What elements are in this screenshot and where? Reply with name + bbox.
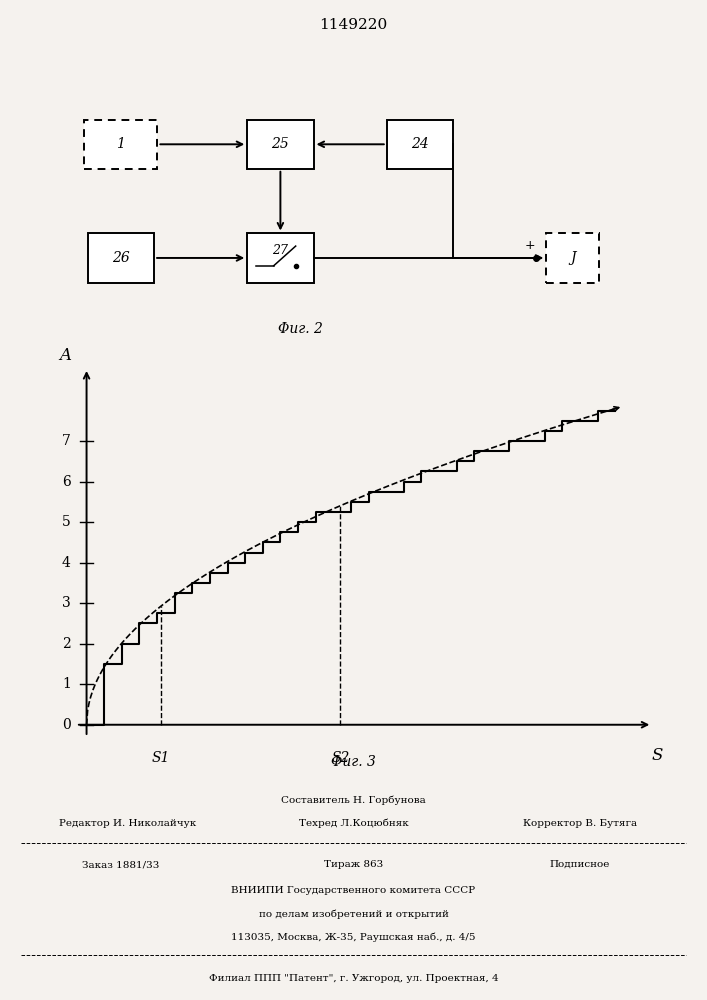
Text: 0: 0 <box>62 718 71 732</box>
Text: Редактор И. Николайчук: Редактор И. Николайчук <box>59 819 196 828</box>
Text: 1: 1 <box>117 137 125 151</box>
Text: 113035, Москва, Ж-35, Раушская наб., д. 4/5: 113035, Москва, Ж-35, Раушская наб., д. … <box>231 933 476 942</box>
Text: 2: 2 <box>62 637 71 651</box>
Text: 24: 24 <box>411 137 429 151</box>
Text: Техред Л.Коцюбняк: Техред Л.Коцюбняк <box>298 819 409 828</box>
Text: Φиг. 3: Φиг. 3 <box>331 756 376 770</box>
Text: 25: 25 <box>271 137 289 151</box>
Bar <box>247 120 314 169</box>
Text: Составитель Н. Горбунова: Составитель Н. Горбунова <box>281 795 426 805</box>
Text: ВНИИПИ Государственного комитета СССР: ВНИИПИ Государственного комитета СССР <box>231 886 476 895</box>
Text: 1: 1 <box>62 677 71 691</box>
Text: A: A <box>59 347 71 364</box>
Bar <box>387 120 453 169</box>
Text: Филиал ППП "Патент", г. Ужгород, ул. Проектная, 4: Филиал ППП "Патент", г. Ужгород, ул. Про… <box>209 974 498 983</box>
Text: по делам изобретений и открытий: по делам изобретений и открытий <box>259 909 448 919</box>
Bar <box>547 233 600 282</box>
Text: 1149220: 1149220 <box>320 18 387 32</box>
Text: J: J <box>570 251 575 265</box>
Bar <box>84 120 158 169</box>
Text: Корректор В. Бутяга: Корректор В. Бутяга <box>522 819 637 828</box>
Text: S1: S1 <box>151 751 170 765</box>
Text: S2: S2 <box>331 751 349 765</box>
Text: 4: 4 <box>62 556 71 570</box>
Text: Подписное: Подписное <box>549 860 610 869</box>
Text: Заказ 1881/33: Заказ 1881/33 <box>81 860 159 869</box>
Bar <box>247 233 314 282</box>
Text: S: S <box>652 747 663 764</box>
Text: 3: 3 <box>62 596 71 610</box>
Bar <box>88 233 154 282</box>
Text: 27: 27 <box>272 244 288 257</box>
Text: 26: 26 <box>112 251 130 265</box>
Text: 5: 5 <box>62 515 71 529</box>
Text: 6: 6 <box>62 475 71 489</box>
Text: Φиг. 2: Φиг. 2 <box>278 322 323 336</box>
Text: Тираж 863: Тираж 863 <box>324 860 383 869</box>
Text: +: + <box>525 239 535 252</box>
Text: 7: 7 <box>62 434 71 448</box>
